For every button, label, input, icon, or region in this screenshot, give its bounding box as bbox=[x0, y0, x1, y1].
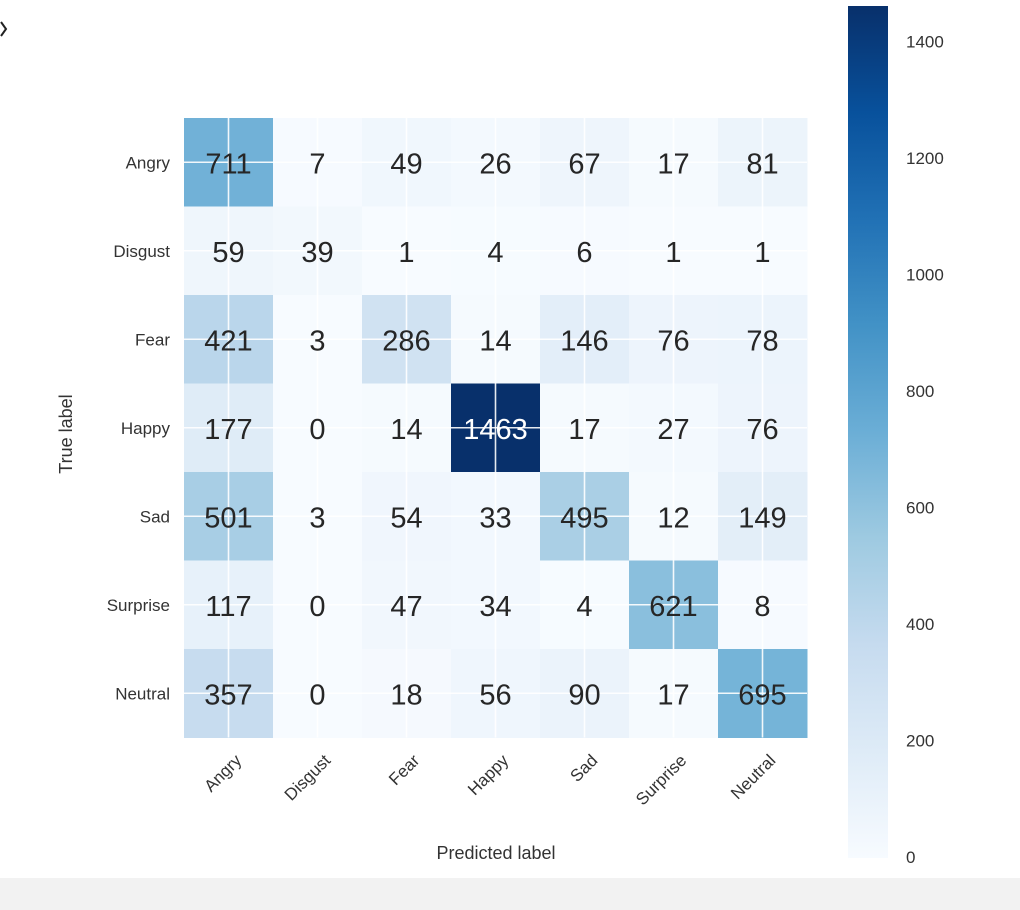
cell-value: 12 bbox=[657, 502, 689, 534]
heatmap-gridlines bbox=[184, 118, 807, 738]
cell-value: 34 bbox=[479, 591, 511, 623]
cell-value: 621 bbox=[649, 591, 697, 623]
cell-value: 76 bbox=[657, 325, 689, 357]
y-tick-label: Neutral bbox=[115, 684, 170, 703]
cell-value: 1 bbox=[754, 237, 770, 269]
y-tick-label: Disgust bbox=[113, 242, 170, 261]
y-tick-label: Happy bbox=[121, 419, 171, 438]
cell-value: 54 bbox=[390, 502, 422, 534]
cell-value: 286 bbox=[382, 325, 430, 357]
cell-value: 78 bbox=[746, 325, 778, 357]
cell-value: 17 bbox=[657, 148, 689, 180]
x-tick-label: Disgust bbox=[281, 751, 335, 805]
cell-value: 90 bbox=[568, 679, 600, 711]
cell-value: 76 bbox=[746, 414, 778, 446]
cell-value: 1463 bbox=[463, 414, 528, 446]
cell-value: 14 bbox=[479, 325, 511, 357]
y-axis-label: True label bbox=[56, 394, 76, 473]
cell-value: 17 bbox=[657, 679, 689, 711]
cell-value: 26 bbox=[479, 148, 511, 180]
cell-value: 0 bbox=[309, 679, 325, 711]
cell-value: 146 bbox=[560, 325, 608, 357]
cell-value: 711 bbox=[205, 148, 251, 180]
colorbar-tick-label: 200 bbox=[906, 732, 934, 751]
colorbar-tick-label: 0 bbox=[906, 848, 915, 867]
cell-value: 1 bbox=[665, 237, 681, 269]
cell-value: 67 bbox=[568, 148, 600, 180]
cell-value: 4 bbox=[576, 591, 592, 623]
cell-value: 1 bbox=[398, 237, 414, 269]
cell-value: 357 bbox=[204, 679, 252, 711]
colorbar-tick-label: 1000 bbox=[906, 266, 944, 285]
colorbar-tick-label: 400 bbox=[906, 615, 934, 634]
cell-value: 59 bbox=[212, 237, 244, 269]
colorbar-tick-label: 800 bbox=[906, 382, 934, 401]
cell-value: 3 bbox=[309, 502, 325, 534]
cell-value: 3 bbox=[309, 325, 325, 357]
x-tick-label: Sad bbox=[567, 751, 602, 786]
cell-value: 18 bbox=[390, 679, 422, 711]
cell-value: 501 bbox=[204, 502, 252, 534]
x-axis-label: Predicted label bbox=[436, 843, 555, 863]
cell-value: 14 bbox=[390, 414, 422, 446]
x-tick-label: Neutral bbox=[727, 751, 779, 803]
cell-value: 17 bbox=[568, 414, 600, 446]
cell-value: 7 bbox=[309, 148, 325, 180]
cell-value: 47 bbox=[390, 591, 422, 623]
cell-value: 695 bbox=[738, 679, 786, 711]
y-tick-label: Surprise bbox=[107, 596, 170, 615]
cell-value: 117 bbox=[205, 591, 251, 623]
cell-value: 49 bbox=[390, 148, 422, 180]
cell-value: 4 bbox=[487, 237, 503, 269]
cell-value: 27 bbox=[657, 414, 689, 446]
x-tick-label: Happy bbox=[464, 751, 513, 800]
cell-value: 495 bbox=[560, 502, 608, 534]
x-tick-label: Fear bbox=[385, 751, 423, 789]
cell-value: 421 bbox=[204, 325, 252, 357]
cell-value: 177 bbox=[204, 414, 252, 446]
footer-band bbox=[0, 878, 1020, 910]
cell-value: 81 bbox=[746, 148, 778, 180]
x-tick-label: Angry bbox=[200, 751, 245, 796]
y-tick-label: Angry bbox=[126, 153, 171, 172]
y-tick-label: Sad bbox=[140, 507, 170, 526]
colorbar-tick-label: 1400 bbox=[906, 33, 944, 52]
y-tick-label: Fear bbox=[135, 330, 170, 349]
cell-value: 0 bbox=[309, 591, 325, 623]
chevron-right-icon bbox=[0, 21, 8, 37]
cell-value: 56 bbox=[479, 679, 511, 711]
colorbar bbox=[848, 6, 888, 858]
x-tick-label: Surprise bbox=[632, 751, 690, 809]
cell-value: 39 bbox=[301, 237, 333, 269]
y-tick-labels: Angry Disgust Fear Happy Sad Surprise Neutral bbox=[107, 153, 171, 703]
x-tick-labels: Angry Disgust Fear Happy Sad Surprise Neutral bbox=[200, 751, 779, 810]
cell-value: 33 bbox=[479, 502, 511, 534]
colorbar-tick-label: 1200 bbox=[906, 149, 944, 168]
cell-value: 8 bbox=[754, 591, 770, 623]
cell-value: 6 bbox=[576, 237, 592, 269]
cell-value: 0 bbox=[309, 414, 325, 446]
cell-value: 149 bbox=[738, 502, 786, 534]
colorbar-tick-labels: 0 200 400 600 800 1000 1200 1400 bbox=[906, 33, 944, 867]
colorbar-tick-label: 600 bbox=[906, 499, 934, 518]
